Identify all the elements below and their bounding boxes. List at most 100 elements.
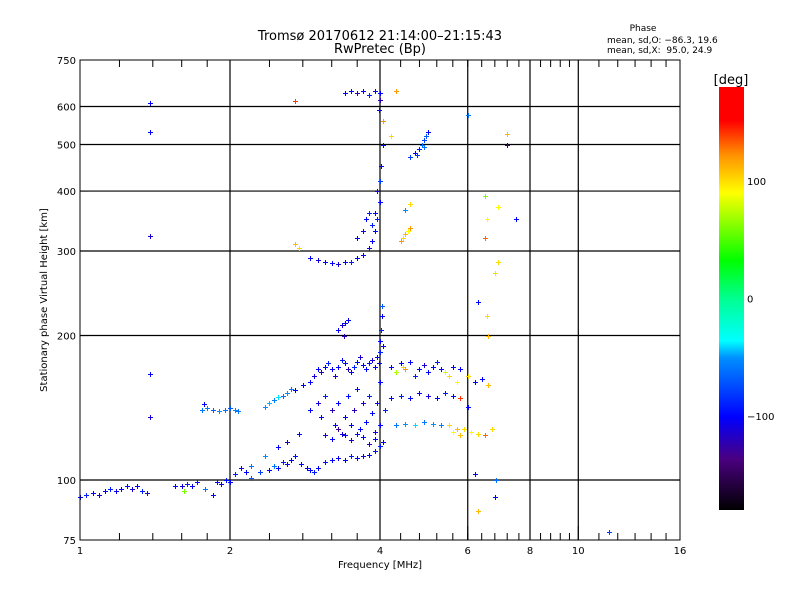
point-mark-v bbox=[403, 236, 404, 241]
point-mark-v bbox=[382, 304, 383, 309]
point-mark-v bbox=[485, 236, 486, 241]
data-point bbox=[378, 339, 383, 344]
point-mark-v bbox=[380, 423, 381, 428]
point-mark-v bbox=[375, 229, 376, 234]
point-mark-v bbox=[363, 435, 364, 440]
data-point bbox=[355, 91, 360, 96]
data-point bbox=[420, 143, 425, 148]
point-mark-v bbox=[507, 143, 508, 148]
point-mark-v bbox=[295, 99, 296, 104]
point-mark-v bbox=[380, 339, 381, 344]
data-point bbox=[370, 411, 375, 416]
point-mark-v bbox=[475, 472, 476, 477]
point-mark-v bbox=[369, 453, 370, 458]
data-point bbox=[148, 101, 153, 106]
data-point bbox=[285, 440, 290, 445]
data-point bbox=[316, 401, 321, 406]
colorbar bbox=[719, 87, 744, 510]
data-point bbox=[233, 408, 238, 413]
point-mark-v bbox=[274, 398, 275, 403]
data-point bbox=[140, 489, 145, 494]
point-mark-v bbox=[274, 464, 275, 469]
point-mark-v bbox=[295, 242, 296, 247]
data-point bbox=[401, 365, 406, 370]
data-point bbox=[361, 363, 366, 368]
point-mark-v bbox=[609, 530, 610, 535]
point-mark-v bbox=[335, 374, 336, 379]
point-mark-v bbox=[295, 388, 296, 393]
data-point bbox=[494, 478, 499, 483]
point-mark-v bbox=[471, 430, 472, 435]
point-mark-v bbox=[345, 91, 346, 96]
data-point bbox=[293, 454, 298, 459]
point-mark-v bbox=[202, 408, 203, 413]
point-mark-v bbox=[86, 493, 87, 498]
point-mark-v bbox=[401, 361, 402, 366]
data-point bbox=[399, 239, 404, 244]
point-mark-v bbox=[310, 256, 311, 261]
data-point bbox=[308, 408, 313, 413]
point-mark-v bbox=[396, 423, 397, 428]
point-mark-v bbox=[428, 394, 429, 399]
data-point bbox=[330, 261, 335, 266]
point-mark-v bbox=[351, 438, 352, 443]
point-mark-v bbox=[221, 482, 222, 487]
data-point bbox=[413, 374, 418, 379]
point-mark-v bbox=[110, 487, 111, 492]
point-mark-v bbox=[410, 155, 411, 160]
data-point bbox=[367, 246, 372, 251]
data-point bbox=[378, 98, 383, 103]
data-point bbox=[380, 314, 385, 319]
colorbar-tick-label: 0 bbox=[747, 295, 753, 306]
data-point bbox=[148, 130, 153, 135]
data-point bbox=[244, 470, 249, 475]
data-point bbox=[135, 484, 140, 489]
point-mark-v bbox=[383, 344, 384, 349]
data-point bbox=[355, 456, 360, 461]
point-mark-v bbox=[475, 380, 476, 385]
data-point bbox=[381, 344, 386, 349]
data-point bbox=[285, 391, 290, 396]
point-mark-v bbox=[410, 360, 411, 365]
point-mark-v bbox=[426, 134, 427, 139]
point-mark-v bbox=[379, 108, 380, 113]
data-point bbox=[493, 271, 498, 276]
point-mark-v bbox=[318, 258, 319, 263]
point-mark-v bbox=[150, 101, 151, 106]
point-mark-v bbox=[488, 383, 489, 388]
point-mark-v bbox=[217, 480, 218, 485]
data-point bbox=[316, 466, 321, 471]
data-point bbox=[413, 423, 418, 428]
point-mark-v bbox=[142, 489, 143, 494]
point-mark-v bbox=[265, 405, 266, 410]
data-point bbox=[336, 456, 341, 461]
data-point bbox=[394, 370, 399, 375]
data-point bbox=[211, 493, 216, 498]
data-point bbox=[485, 314, 490, 319]
data-point bbox=[340, 432, 345, 437]
data-point bbox=[367, 394, 372, 399]
point-mark-v bbox=[391, 396, 392, 401]
point-mark-v bbox=[287, 462, 288, 467]
point-mark-v bbox=[396, 89, 397, 94]
data-point bbox=[480, 377, 485, 382]
data-point bbox=[364, 420, 369, 425]
point-mark-v bbox=[403, 365, 404, 370]
x-tick-label: 2 bbox=[227, 546, 233, 557]
data-point bbox=[458, 396, 463, 401]
data-point bbox=[205, 406, 210, 411]
data-point bbox=[378, 179, 383, 184]
point-mark-v bbox=[372, 223, 373, 228]
point-mark-v bbox=[424, 420, 425, 425]
data-point bbox=[180, 484, 185, 489]
data-point bbox=[323, 460, 328, 465]
data-point bbox=[361, 454, 366, 459]
point-mark-v bbox=[303, 383, 304, 388]
data-point bbox=[289, 387, 294, 392]
point-mark-v bbox=[410, 226, 411, 231]
point-mark-v bbox=[419, 367, 420, 372]
point-mark-v bbox=[419, 391, 420, 396]
data-point bbox=[224, 478, 229, 483]
data-point bbox=[373, 89, 378, 94]
data-point bbox=[233, 472, 238, 477]
